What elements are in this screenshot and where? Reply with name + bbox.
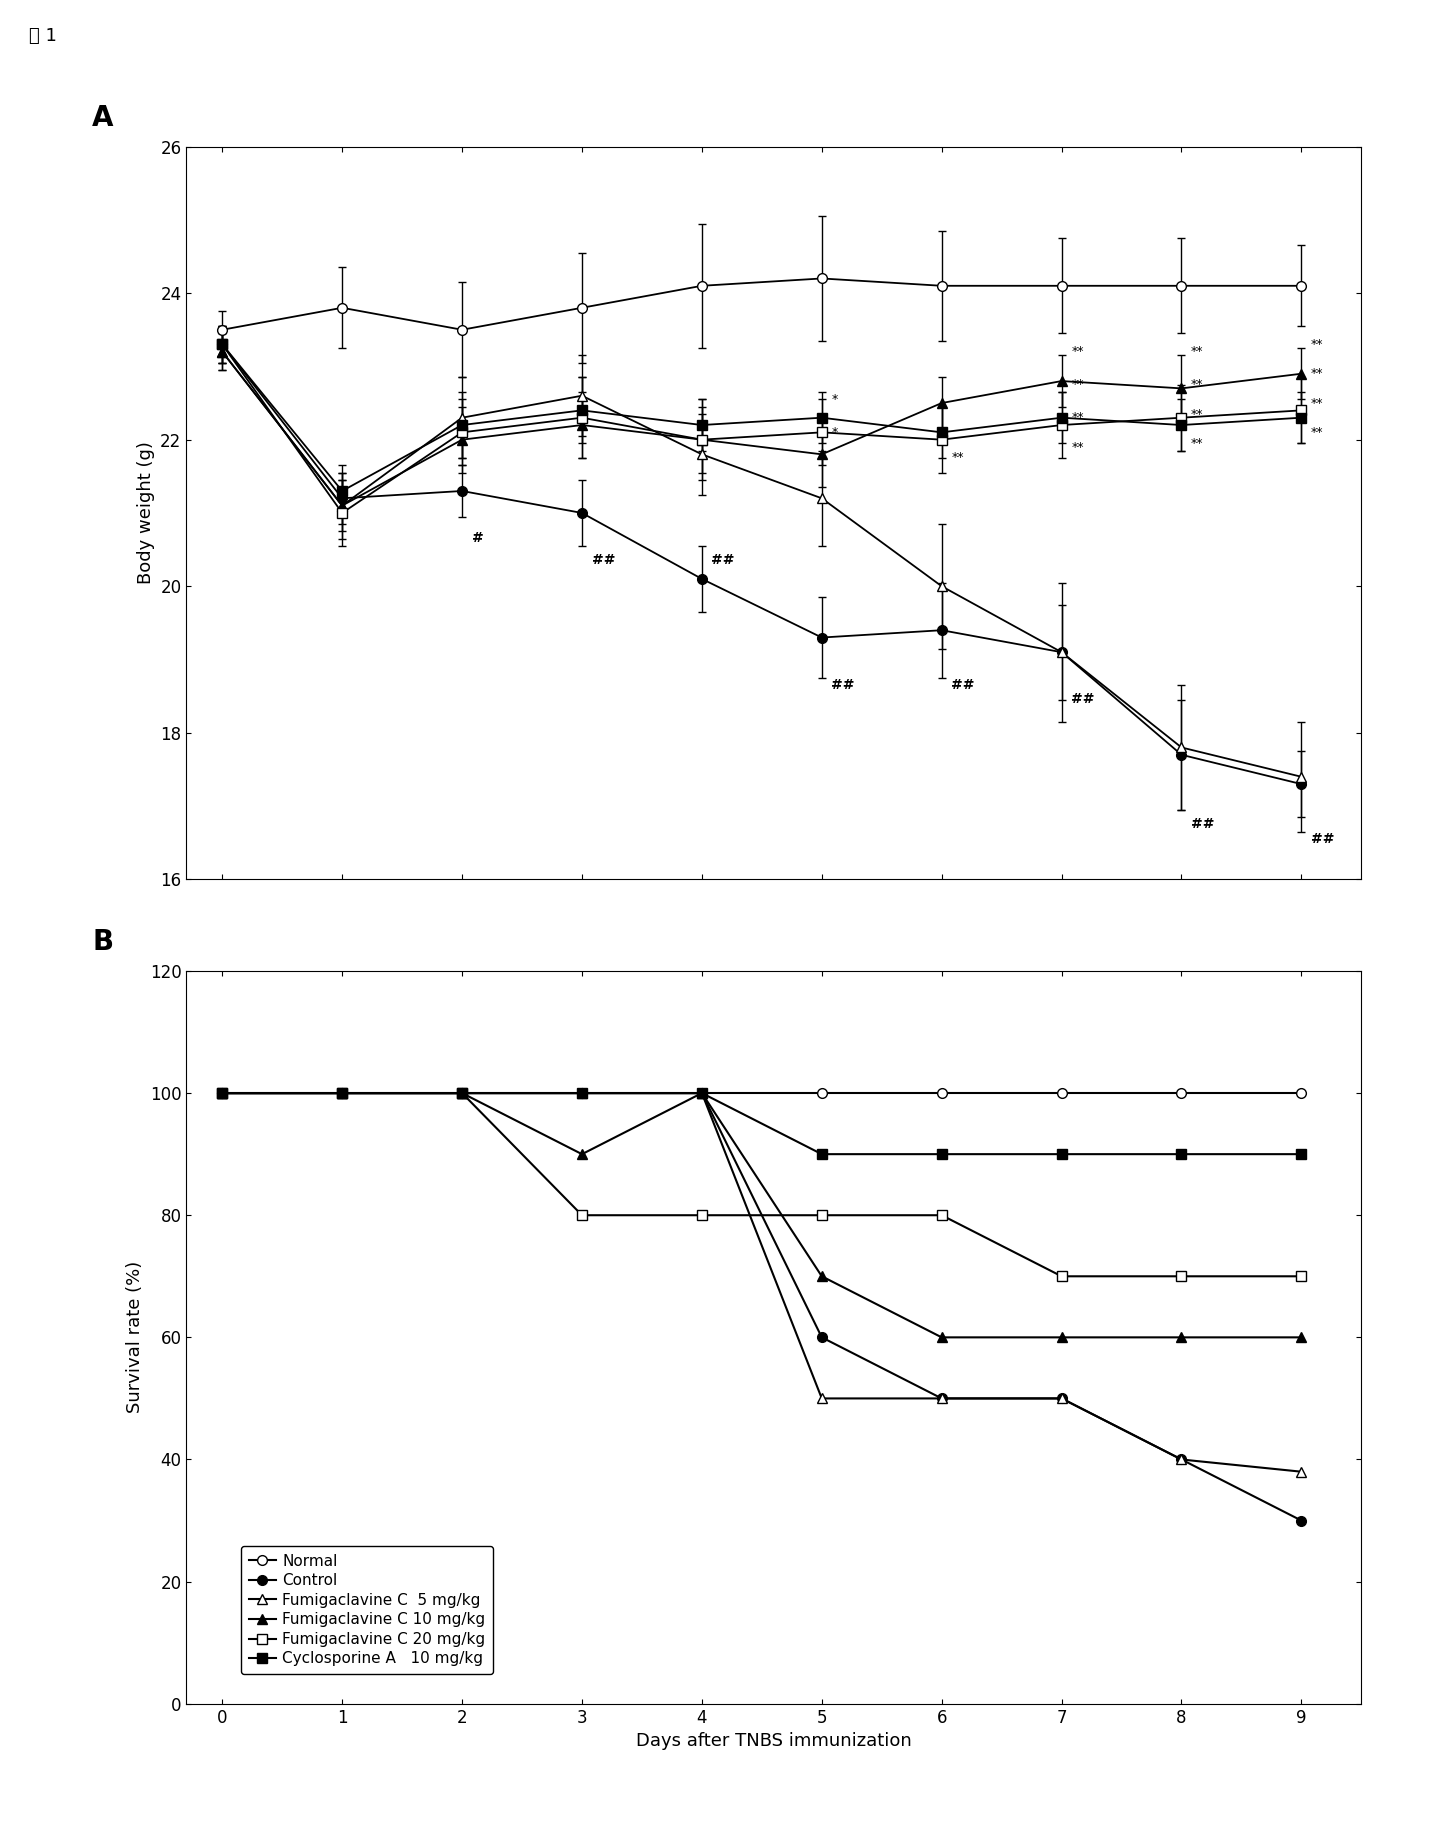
Text: ##: ## (711, 553, 735, 568)
Text: **: ** (1311, 337, 1324, 352)
Text: **: ** (1072, 377, 1083, 392)
Text: 図 1: 図 1 (29, 27, 56, 46)
Text: **: ** (1311, 425, 1324, 440)
Text: ##: ## (952, 678, 974, 692)
Text: **: ** (1311, 396, 1324, 410)
Legend: Normal, Control, Fumigaclavine C  5 mg/kg, Fumigaclavine C 10 mg/kg, Fumigaclavi: Normal, Control, Fumigaclavine C 5 mg/kg… (241, 1546, 493, 1674)
Y-axis label: Body weight (g): Body weight (g) (136, 442, 155, 584)
Text: **: ** (1072, 440, 1083, 454)
Text: #: # (471, 531, 483, 546)
Text: **: ** (1191, 436, 1204, 451)
Text: **: ** (1072, 344, 1083, 359)
Text: *: * (831, 425, 838, 440)
Text: **: ** (952, 451, 964, 465)
X-axis label: Days after TNBS immunization: Days after TNBS immunization (636, 1733, 911, 1750)
Text: **: ** (1191, 344, 1204, 359)
Text: **: ** (1191, 407, 1204, 421)
Y-axis label: Survival rate (%): Survival rate (%) (126, 1260, 145, 1414)
Text: **: ** (1072, 410, 1083, 425)
Text: A: A (92, 104, 113, 132)
Text: ##: ## (592, 553, 615, 568)
Text: ##: ## (831, 678, 856, 692)
Text: ##: ## (1191, 817, 1215, 832)
Text: B: B (92, 929, 113, 956)
Text: **: ** (1191, 377, 1204, 392)
Text: *: * (831, 392, 838, 407)
Text: ##: ## (1072, 692, 1095, 707)
Text: ##: ## (1311, 832, 1334, 846)
Text: **: ** (1311, 366, 1324, 381)
